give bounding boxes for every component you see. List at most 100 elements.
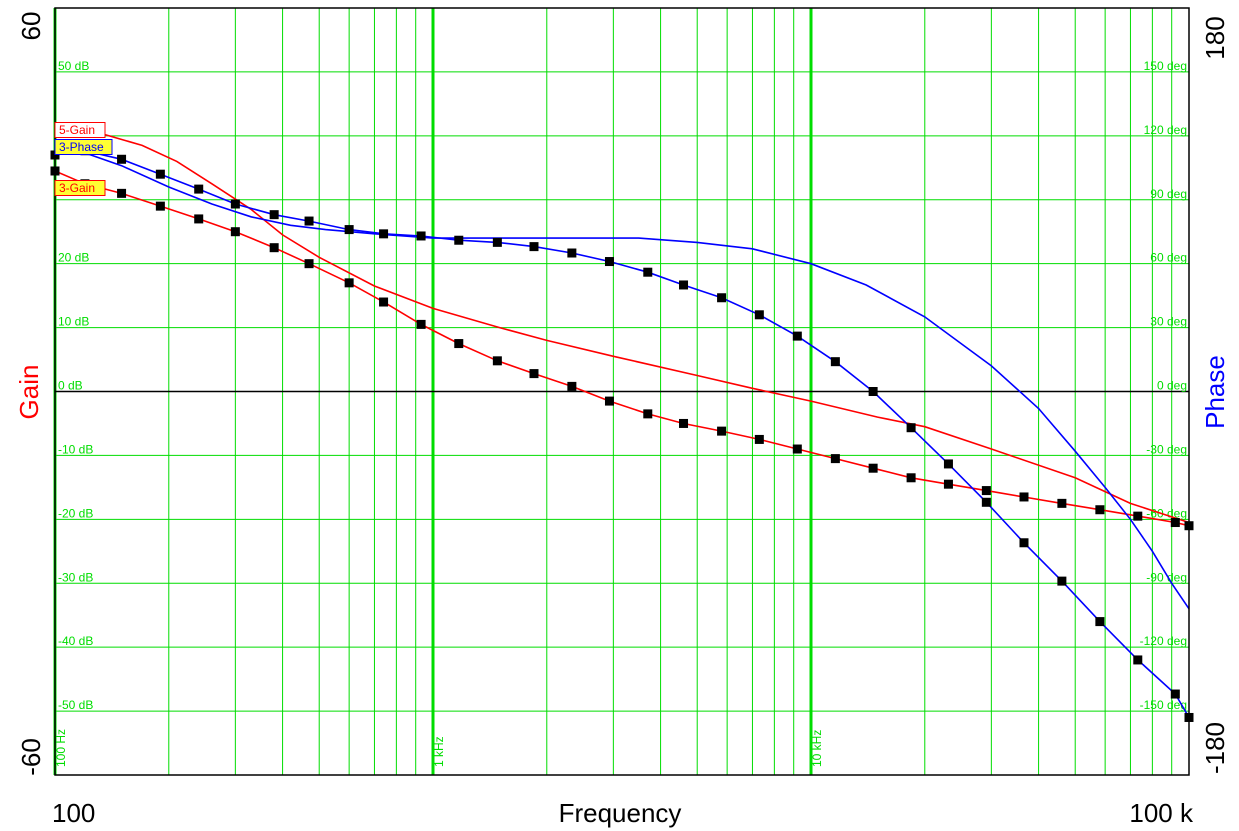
x-axis-title: Frequency xyxy=(559,798,682,828)
data-point xyxy=(529,242,539,252)
series-line xyxy=(54,125,1190,524)
data-point xyxy=(492,356,502,366)
y-right-max-label: 180 xyxy=(1200,16,1230,59)
phase-grid-label: -30 deg xyxy=(1146,442,1187,456)
data-point xyxy=(868,463,878,473)
data-point xyxy=(1170,518,1180,528)
series-3-phase xyxy=(50,146,1194,722)
data-point xyxy=(194,184,204,194)
phase-grid-label: -150 deg xyxy=(1140,698,1187,712)
data-point xyxy=(1057,576,1067,586)
data-point xyxy=(194,214,204,224)
data-point xyxy=(1133,655,1143,665)
data-point xyxy=(868,387,878,396)
data-point xyxy=(754,434,764,444)
data-point xyxy=(981,486,991,496)
data-point xyxy=(643,409,653,419)
phase-grid-label: -60 deg xyxy=(1146,506,1187,520)
data-point xyxy=(155,169,165,179)
data-point xyxy=(230,199,240,209)
gain-grid-label: -10 dB xyxy=(58,442,93,456)
phase-grid-label: 150 deg xyxy=(1144,59,1187,73)
series-5-gain xyxy=(54,125,1190,524)
data-point xyxy=(679,280,689,290)
data-point xyxy=(604,396,614,406)
data-point xyxy=(1170,689,1180,699)
grid xyxy=(53,8,1189,775)
data-point xyxy=(1019,538,1029,548)
data-point xyxy=(379,297,389,307)
data-point xyxy=(117,188,127,198)
phase-grid-label: -120 deg xyxy=(1140,634,1187,648)
legend-box xyxy=(54,180,106,196)
data-point xyxy=(454,339,464,349)
phase-grid-label: 90 deg xyxy=(1150,187,1187,201)
y-left-max-label: 60 xyxy=(16,12,46,41)
y-right-min-label: -180 xyxy=(1200,722,1230,774)
data-point xyxy=(1095,617,1105,627)
legend-item-3-gain: 3-Gain xyxy=(54,180,106,196)
phase-grid-label: 120 deg xyxy=(1144,123,1187,137)
legend-box xyxy=(54,122,106,138)
series-layer xyxy=(50,125,1194,722)
data-point xyxy=(117,154,127,164)
data-point xyxy=(1133,511,1143,521)
plot-frame xyxy=(54,7,1190,776)
data-point xyxy=(379,229,389,239)
data-point xyxy=(792,331,802,341)
decade-label: 10 kHz xyxy=(810,730,824,767)
decade-label: 100 Hz xyxy=(54,729,68,767)
data-point xyxy=(830,357,840,367)
data-point xyxy=(454,235,464,245)
legend-label: 3-Gain xyxy=(59,181,95,195)
x-tick-label-max: 100 k xyxy=(1129,798,1194,828)
data-point xyxy=(344,278,354,288)
y-axis-title-phase: Phase xyxy=(1200,355,1230,429)
phase-grid-label: 30 deg xyxy=(1150,315,1187,329)
legend: 5-Gain 3-Phase 3-Gain xyxy=(54,122,113,196)
phase-grid-label: -90 deg xyxy=(1146,570,1187,584)
series-line xyxy=(54,170,1190,527)
data-point xyxy=(981,497,991,507)
data-point xyxy=(492,237,502,247)
data-point xyxy=(416,319,426,329)
data-point xyxy=(717,293,727,303)
grid-labels: 50 dB 20 dB 10 dB 0 dB -10 dB -20 dB -30 dB -40… xyxy=(54,59,1187,767)
data-point xyxy=(943,459,953,469)
series-line xyxy=(54,143,1190,610)
legend-label: 3-Phase xyxy=(59,140,104,154)
gain-grid-label: 50 dB xyxy=(58,59,89,73)
y-left-min-label: -60 xyxy=(16,738,46,776)
data-point xyxy=(567,381,577,391)
legend-box xyxy=(54,139,113,155)
data-point xyxy=(1095,505,1105,515)
gain-grid-label: -40 dB xyxy=(58,634,93,648)
data-point xyxy=(643,267,653,277)
data-point xyxy=(304,216,314,226)
data-point xyxy=(567,248,577,258)
data-point xyxy=(230,227,240,237)
data-point xyxy=(906,423,916,433)
gain-grid-label: 0 dB xyxy=(58,379,83,393)
data-point xyxy=(792,444,802,454)
data-point xyxy=(304,259,314,269)
y-axis-title-gain: Gain xyxy=(14,365,44,420)
data-point xyxy=(943,479,953,489)
data-point xyxy=(416,231,426,241)
gain-grid-label: 10 dB xyxy=(58,315,89,329)
series-5-phase xyxy=(54,143,1190,610)
legend-label: 5-Gain xyxy=(59,123,95,137)
data-point xyxy=(1057,498,1067,508)
legend-item-5-gain: 5-Gain xyxy=(54,122,106,138)
data-point xyxy=(1019,492,1029,502)
legend-item-3-phase: 3-Phase xyxy=(54,139,113,155)
x-tick-label-min: 100 xyxy=(52,798,95,828)
series-line xyxy=(54,149,1190,718)
phase-grid-label: 60 deg xyxy=(1150,251,1187,265)
gain-grid-label: -30 dB xyxy=(58,570,93,584)
data-point xyxy=(717,426,727,436)
data-point xyxy=(155,201,165,211)
data-point xyxy=(906,473,916,483)
